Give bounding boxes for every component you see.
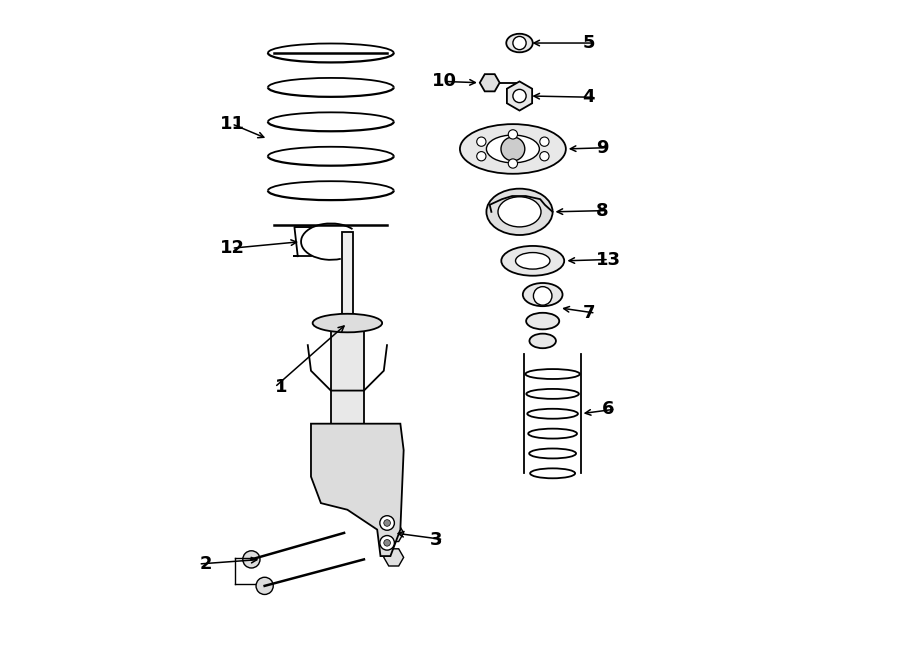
Text: 3: 3: [430, 530, 443, 549]
Circle shape: [513, 36, 526, 50]
Polygon shape: [383, 524, 404, 542]
Ellipse shape: [529, 334, 556, 348]
FancyBboxPatch shape: [342, 232, 353, 324]
Circle shape: [383, 540, 391, 546]
Circle shape: [383, 520, 391, 526]
Text: 8: 8: [596, 201, 608, 220]
Text: 1: 1: [275, 378, 288, 397]
Ellipse shape: [507, 34, 533, 52]
Circle shape: [540, 137, 549, 146]
Ellipse shape: [486, 135, 539, 163]
Polygon shape: [311, 424, 404, 556]
Text: 7: 7: [582, 304, 595, 322]
Circle shape: [501, 137, 525, 161]
Polygon shape: [480, 74, 500, 91]
Circle shape: [477, 137, 486, 146]
Text: 2: 2: [199, 555, 212, 573]
Ellipse shape: [486, 189, 553, 235]
Ellipse shape: [460, 124, 566, 174]
Ellipse shape: [312, 314, 382, 332]
Ellipse shape: [526, 313, 559, 330]
Circle shape: [380, 536, 394, 550]
Ellipse shape: [516, 253, 550, 269]
Ellipse shape: [523, 283, 562, 306]
Circle shape: [513, 89, 526, 103]
Circle shape: [256, 577, 274, 594]
Text: 10: 10: [432, 72, 456, 91]
Ellipse shape: [501, 246, 564, 276]
Text: 6: 6: [602, 400, 615, 418]
Ellipse shape: [498, 197, 541, 227]
Circle shape: [477, 152, 486, 161]
Text: 9: 9: [596, 138, 608, 157]
Circle shape: [508, 130, 518, 139]
Polygon shape: [383, 549, 404, 566]
Polygon shape: [507, 81, 532, 111]
Circle shape: [243, 551, 260, 568]
Circle shape: [540, 152, 549, 161]
Text: 4: 4: [582, 88, 595, 107]
Circle shape: [534, 287, 552, 305]
Text: 5: 5: [582, 34, 595, 52]
Circle shape: [380, 516, 394, 530]
Text: 13: 13: [596, 250, 621, 269]
Circle shape: [508, 159, 518, 168]
FancyBboxPatch shape: [331, 324, 364, 430]
Text: 12: 12: [220, 239, 245, 258]
Text: 11: 11: [220, 115, 245, 133]
